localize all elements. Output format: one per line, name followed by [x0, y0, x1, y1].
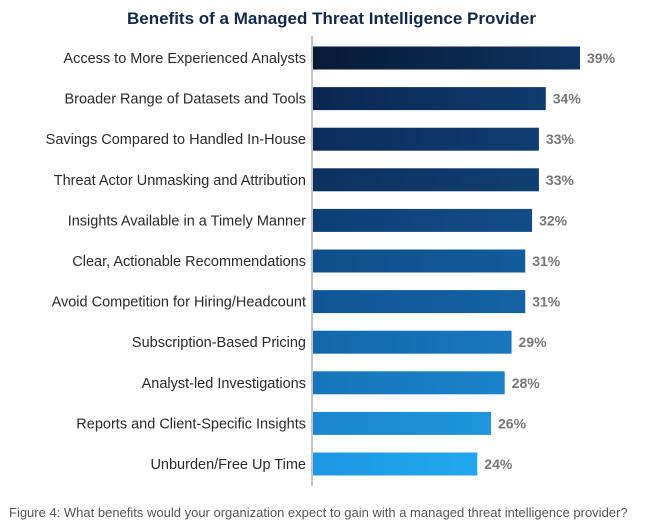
value-label: 33%	[546, 131, 575, 147]
category-label: Clear, Actionable Recommendations	[72, 254, 306, 270]
category-label: Subscription-Based Pricing	[132, 335, 306, 351]
value-label: 28%	[512, 375, 541, 391]
category-label: Reports and Client-Specific Insights	[76, 416, 306, 432]
bar	[313, 330, 512, 354]
bar	[313, 46, 580, 70]
bar	[313, 87, 546, 111]
bar	[313, 452, 478, 476]
bar	[313, 127, 539, 151]
chart-title: Benefits of a Managed Threat Intelligenc…	[126, 9, 537, 28]
value-label: 26%	[498, 415, 527, 431]
value-label: 33%	[546, 172, 575, 188]
bars-layer: Access to More Experienced Analysts 39% Br…	[46, 46, 616, 476]
bar-chart: Access to More Experienced Analysts 39% Br…	[46, 36, 616, 486]
bar	[313, 371, 505, 395]
bar	[313, 411, 491, 435]
value-label: 24%	[484, 456, 513, 472]
category-label: Insights Available in a Timely Manner	[68, 213, 306, 229]
value-label: 29%	[519, 334, 548, 350]
category-label: Broader Range of Datasets and Tools	[64, 92, 306, 108]
value-label: 31%	[532, 294, 561, 310]
bar	[313, 208, 533, 232]
bar	[313, 290, 526, 314]
category-label: Savings Compared to Handled In-House	[46, 132, 306, 148]
category-label: Unburden/Free Up Time	[150, 457, 306, 473]
category-label: Analyst-led Investigations	[142, 376, 306, 392]
category-label: Access to More Experienced Analysts	[63, 51, 306, 67]
value-label: 39%	[587, 50, 616, 66]
figure-caption: Figure 4: What benefits would your organ…	[9, 505, 628, 520]
category-label: Threat Actor Unmasking and Attribution	[54, 173, 306, 189]
value-label: 32%	[539, 212, 568, 228]
bar	[313, 168, 539, 192]
value-label: 34%	[553, 91, 582, 107]
bar	[313, 249, 526, 273]
value-label: 31%	[532, 253, 561, 269]
category-label: Avoid Competition for Hiring/Headcount	[52, 295, 306, 311]
